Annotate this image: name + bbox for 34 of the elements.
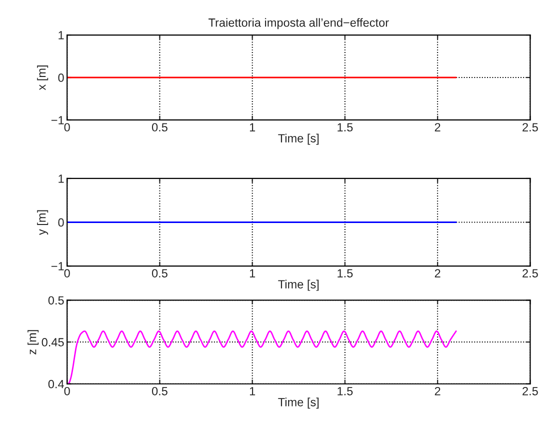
x-tick-label: 0 (64, 123, 70, 132)
x-tick-label: 2.5 (522, 123, 538, 132)
y-axis-title: x [m] (37, 66, 48, 90)
y-tick-label: 1 (58, 174, 64, 183)
y-tick-label: 0.45 (42, 338, 64, 346)
y-tick-label: 0 (58, 74, 64, 82)
y-tick-label: 0 (58, 218, 64, 227)
y-axis-title: y [m] (37, 210, 48, 236)
x-tick-label: 0 (64, 386, 70, 396)
x-axis-title: Time [s] (278, 398, 319, 409)
x-tick-label: 2 (434, 269, 440, 278)
y-tick-label: 0.4 (48, 380, 64, 388)
y-tick-label: 1 (58, 31, 64, 40)
chart-title: Traiettoria imposta all’end−effector (208, 18, 389, 30)
x-tick-label: 0.5 (152, 123, 168, 132)
x-tick-label: 1 (250, 123, 256, 132)
x-tick-label: 0 (64, 269, 70, 278)
x-tick-label: 1.5 (338, 123, 353, 132)
y-tick-label: −1 (51, 262, 64, 270)
x-tick-label: 2.5 (522, 386, 538, 396)
x-tick-label: 1 (250, 269, 256, 278)
x-axis-title: Time [s] (278, 134, 319, 145)
x-tick-label: 0.5 (152, 386, 168, 396)
x-tick-label: 1.5 (338, 387, 353, 396)
x-axis-title: Time [s] (278, 280, 319, 291)
y-axis-title: z [m] (28, 330, 39, 354)
x-tick-label: 1.5 (338, 269, 353, 278)
x-tick-label: 1 (250, 387, 256, 396)
x-tick-label: 0.5 (152, 269, 168, 278)
x-tick-label: 2.5 (522, 269, 538, 278)
y-tick-label: 0.5 (48, 296, 64, 305)
y-tick-label: −1 (51, 116, 64, 124)
x-tick-label: 2 (434, 386, 440, 396)
x-tick-label: 2 (434, 123, 440, 132)
